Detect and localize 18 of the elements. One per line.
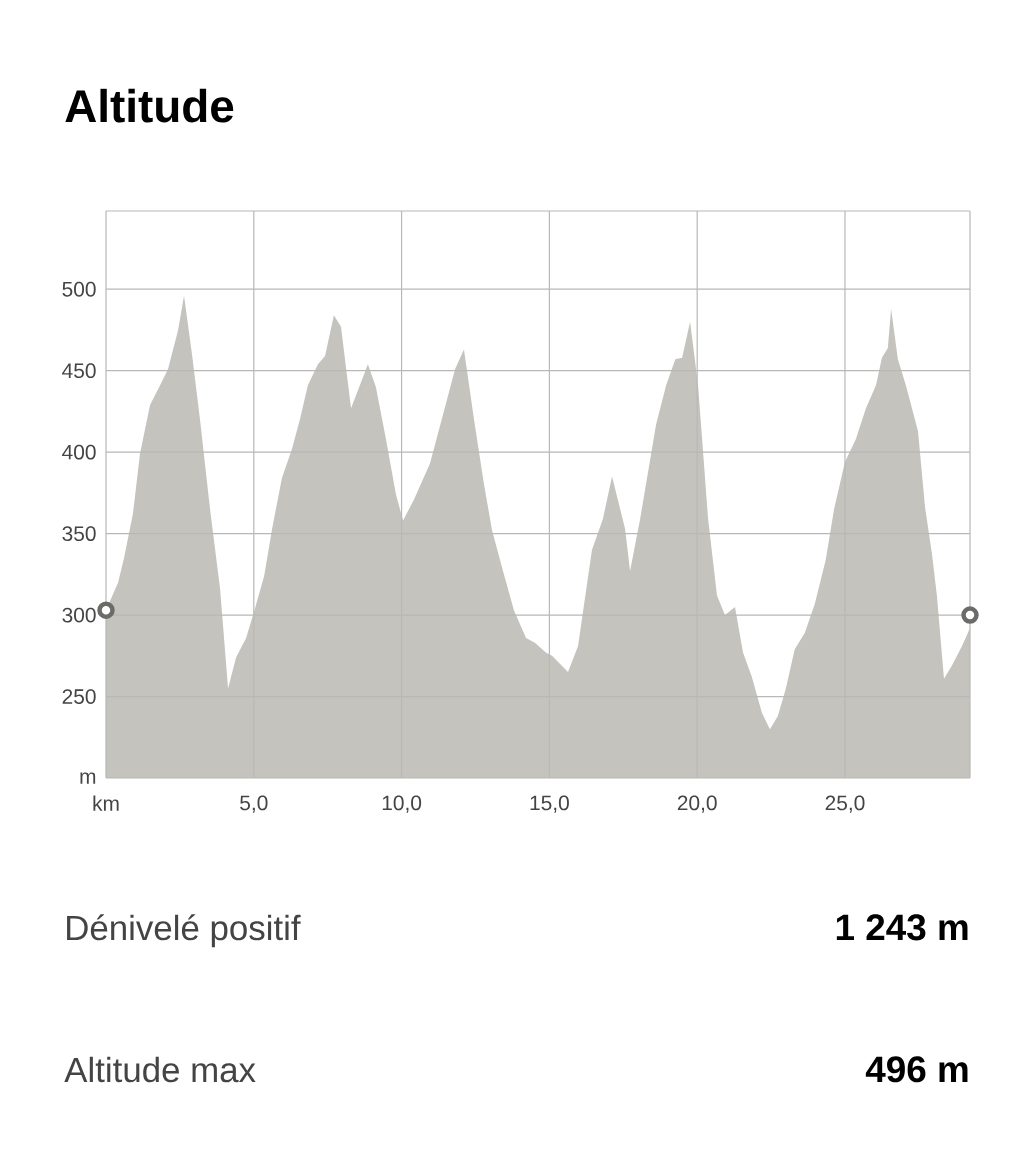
- x-tick-label: 15,0: [530, 795, 569, 813]
- y-tick-label: 250: [62, 689, 96, 704]
- y-tick-label: m: [80, 772, 96, 784]
- text: Dénivelé positif: [67, 914, 301, 948]
- x-tick-label: 20,0: [677, 795, 717, 813]
- y-tick-label: 350: [62, 526, 96, 542]
- chart-title: Altitude: [65, 88, 234, 123]
- y-tick-label: 300: [62, 607, 96, 623]
- x-tick-label: km: [93, 795, 119, 811]
- text: Altitude max: [64, 1056, 256, 1083]
- x-tick-label: 5,0: [240, 795, 268, 813]
- text: 496 m: [865, 1056, 968, 1083]
- text: 1 243 m: [836, 914, 968, 941]
- y-tick-label: 400: [62, 444, 96, 460]
- y-tick-label: 500: [62, 281, 96, 297]
- x-tick-label: 25,0: [825, 795, 865, 813]
- x-tick-label: 10,0: [382, 795, 422, 813]
- y-tick-label: 450: [62, 363, 96, 379]
